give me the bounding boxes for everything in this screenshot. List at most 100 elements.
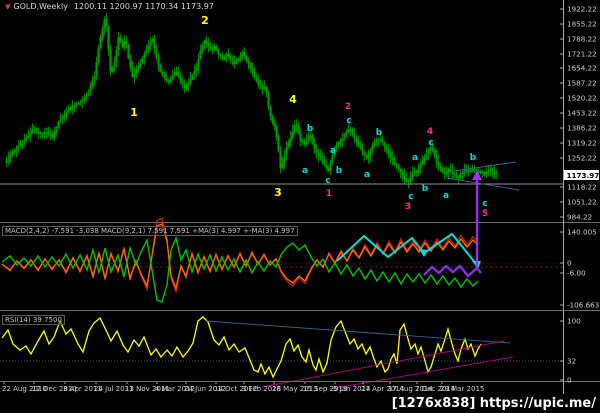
wave-label[interactable]: c [346,116,351,126]
candle [183,79,186,94]
price-axis[interactable]: 1922.22 1855.22 1788.22 1721.22 1654.22 1587.… [560,5,599,222]
wave-label[interactable]: a [330,146,336,156]
candle [431,142,434,153]
wave-label[interactable]: a [364,170,370,180]
time-axis-label: 24 Jul 2011 [94,385,134,393]
candle-body [163,74,166,79]
candle-body [409,176,412,182]
candle-body [147,45,150,50]
candle [63,109,66,122]
candle-body [399,169,402,173]
candle-body [389,152,392,158]
candle-body [219,54,222,57]
wave-label[interactable]: 3 [274,186,282,199]
candle-body [111,67,114,72]
wave-label[interactable]: b [336,166,343,176]
candle-body [425,153,428,158]
candle [323,155,326,167]
candle-body [371,145,374,150]
candle [129,54,132,72]
candle [249,62,252,74]
candle [303,138,306,146]
wave-label[interactable]: c [325,176,330,186]
candle-body [173,73,176,76]
macd-axis[interactable]: 140.005 0-6.00 -106.663 [560,228,599,310]
blue-wedge-trendline[interactable] [446,161,517,173]
wave-label[interactable]: a [443,191,449,201]
candle [319,149,322,161]
candle [439,162,442,172]
cyan-zigzag-1[interactable] [336,234,425,262]
candle-body [385,146,388,150]
candle [441,166,444,174]
candle-body [349,128,352,130]
candle [95,56,98,81]
purple-zigzag[interactable] [423,264,482,278]
candle-body [363,151,366,156]
candle [115,46,118,69]
candle [351,127,354,137]
candle [387,144,390,159]
candle [21,139,24,150]
candle [13,148,16,155]
candle [209,41,212,52]
candle [389,147,392,165]
purple-up-arrowhead[interactable] [472,170,482,180]
candle [7,151,10,166]
wave-label[interactable]: 1 [326,189,332,199]
macd-axis-label: -106.663 [567,301,599,310]
candle-body [57,121,60,127]
wave-label[interactable]: b [470,153,477,163]
wave-label[interactable]: 3 [405,202,411,212]
blue-wedge-trendline[interactable] [446,177,520,191]
wave-label[interactable]: 5 [482,209,488,219]
cyan-zigzag-2[interactable] [423,232,478,266]
rsi-blue-trendline[interactable] [205,320,511,344]
candle [81,96,84,109]
candle-body [87,92,90,96]
candle-body [221,56,224,60]
candle-body [447,168,450,174]
wave-label[interactable]: c [482,199,487,209]
wave-label[interactable]: 2 [201,14,209,27]
candle [173,67,176,78]
price-axis-label: 1319.22 [567,139,597,148]
candle-body [337,142,340,146]
candle-body [5,160,8,163]
candle [427,147,430,160]
wave-label[interactable]: b [376,128,383,138]
wave-label[interactable]: a [302,166,308,176]
candle-body [361,148,364,152]
candle [255,72,258,83]
wave-label[interactable]: a [412,153,418,163]
candle [417,162,420,176]
rsi-magenta-trendline[interactable] [256,340,505,389]
wave-label[interactable]: b [422,184,429,194]
candle [331,148,334,166]
chart-title: ▼ GOLD,Weekly 1200.11 1200.97 1170.34 1173… [5,2,214,11]
price-axis-label: 1118.22 [567,183,597,192]
macd-indicator-label: MACD(2,4,2) -7.591 -3.038 MACD(9,2,1) 7.… [2,226,298,236]
candle-body [215,46,218,51]
wave-label[interactable]: 2 [345,102,351,112]
candle [445,166,448,178]
candle [55,125,58,137]
rsi-axis[interactable]: 100 32 0 [560,317,581,385]
wave-label[interactable]: c [408,192,413,202]
candle [491,167,494,179]
candle-body [457,177,460,179]
wave-label[interactable]: c [428,138,433,148]
candle [467,164,470,177]
wave-label[interactable]: 4 [427,127,433,137]
candle-body [223,56,226,60]
ohlc-values: 1200.11 1200.97 1170.34 1173.97 [73,2,214,11]
wave-label[interactable]: b [307,124,314,134]
candle [187,78,190,92]
wave-label[interactable]: 4 [289,93,297,106]
candle-body [365,155,368,158]
wave-label[interactable]: 1 [130,106,138,119]
candle [407,178,410,189]
rsi-magenta-trendline[interactable] [329,356,514,390]
